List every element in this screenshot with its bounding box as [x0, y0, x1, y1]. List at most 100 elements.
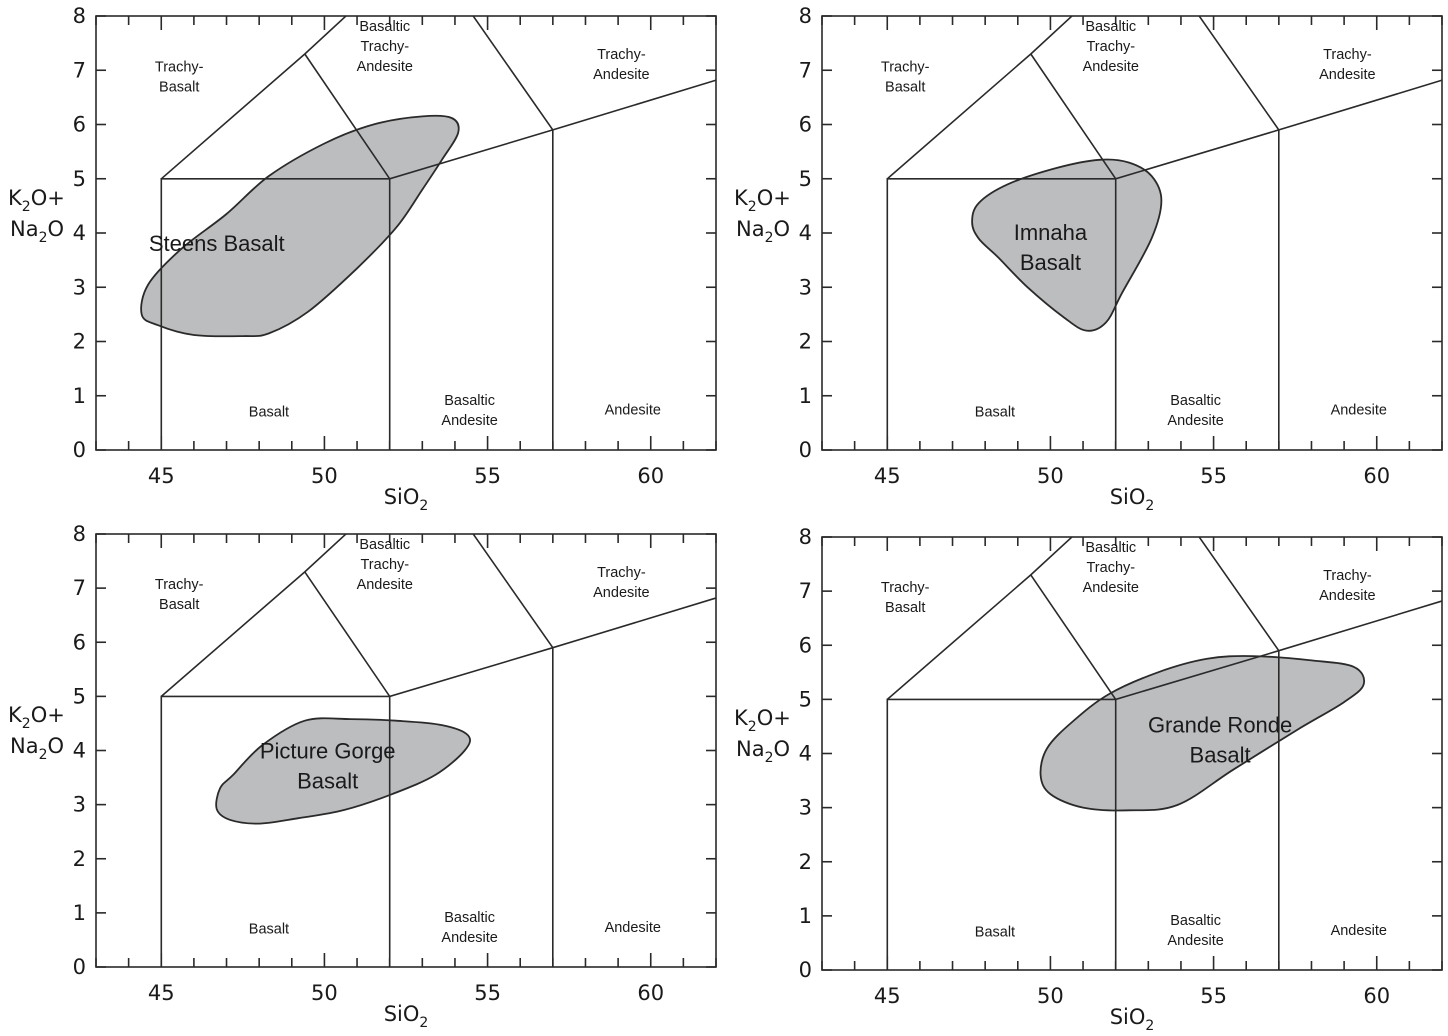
x-axis-label: SiO2	[1110, 485, 1155, 514]
y-tick-label: 0	[799, 958, 812, 982]
field-label-trachy-basalt: Trachy-Basalt	[881, 580, 930, 616]
tas-boundary-line	[1030, 53, 1442, 180]
y-tick-label: 3	[799, 796, 812, 820]
field-label-basaltic-trachy-andesite: Basaltic Trachy-Andesite	[357, 537, 413, 593]
series-label: Steens Basalt	[149, 231, 285, 256]
field-label-basaltic-andesite: Basaltic Andesite	[1167, 913, 1223, 949]
x-axis-label: SiO2	[1110, 1005, 1155, 1034]
y-tick-label: 0	[73, 955, 86, 979]
tas-boundary-line	[886, 178, 1117, 450]
tas-boundary-line	[1030, 574, 1442, 701]
y-tick-label: 4	[799, 221, 812, 245]
x-tick-label: 45	[148, 981, 175, 1005]
x-tick-label: 60	[1363, 464, 1390, 488]
y-tick-label: 8	[73, 522, 86, 546]
y-axis-label: Na2O	[10, 217, 64, 246]
y-tick-label: 6	[73, 113, 86, 137]
y-tick-label: 4	[799, 742, 812, 766]
y-tick-label: 3	[799, 275, 812, 299]
y-axis-label: Na2O	[736, 737, 790, 766]
tas-boundary-line	[472, 534, 554, 649]
y-tick-label: 6	[73, 630, 86, 654]
y-tick-label: 2	[73, 847, 86, 871]
field-outline-steens-basalt	[140, 114, 460, 338]
y-tick-label: 8	[799, 525, 812, 549]
field-label-trachy-andesite: Trachy-Andesite	[1319, 47, 1375, 83]
y-tick-label: 1	[799, 384, 812, 408]
y-tick-label: 3	[73, 275, 86, 299]
y-tick-label: 1	[73, 901, 86, 925]
y-tick-label: 5	[799, 167, 812, 191]
y-tick-label: 7	[799, 58, 812, 82]
field-label-basaltic-trachy-andesite: Basaltic Trachy-Andesite	[1083, 540, 1139, 596]
y-tick-label: 7	[799, 579, 812, 603]
field-label-andesite: Andesite	[605, 403, 661, 419]
field-outline-imnaha-basalt	[971, 158, 1163, 332]
field-label-andesite: Andesite	[605, 920, 661, 936]
y-axis-label: K2O+	[734, 706, 791, 735]
y-tick-label: 4	[73, 221, 86, 245]
y-tick-label: 1	[73, 384, 86, 408]
tas-boundary-line	[1198, 537, 1280, 652]
y-tick-label: 6	[799, 113, 812, 137]
series-label: Grande Ronde Basalt	[1148, 713, 1292, 768]
y-tick-label: 1	[799, 904, 812, 928]
x-tick-label: 45	[874, 464, 901, 488]
field-label-basaltic-andesite: Basaltic Andesite	[441, 393, 497, 429]
field-label-andesite: Andesite	[1331, 403, 1387, 419]
tas-boundary-line	[304, 571, 716, 698]
x-tick-label: 55	[474, 981, 501, 1005]
x-tick-label: 50	[1037, 464, 1064, 488]
y-tick-label: 2	[799, 850, 812, 874]
series-label: Imnaha Basalt	[1014, 220, 1088, 275]
y-tick-label: 8	[799, 4, 812, 28]
y-axis-label: K2O+	[734, 186, 791, 215]
y-tick-label: 4	[73, 739, 86, 763]
y-axis-label: Na2O	[10, 734, 64, 763]
y-axis-label: Na2O	[736, 217, 790, 246]
x-tick-label: 60	[1363, 984, 1390, 1008]
y-tick-label: 0	[799, 438, 812, 462]
field-label-basaltic-trachy-andesite: Basaltic Trachy-Andesite	[1083, 19, 1139, 75]
y-axis-label: K2O+	[8, 186, 65, 215]
tas-boundary-line	[886, 698, 1117, 970]
field-label-trachy-andesite: Trachy-Andesite	[593, 565, 649, 601]
y-tick-label: 5	[73, 167, 86, 191]
x-tick-label: 60	[637, 464, 664, 488]
x-tick-label: 45	[148, 464, 175, 488]
tas-boundary-line	[160, 695, 391, 967]
x-tick-label: 55	[1200, 984, 1227, 1008]
tas-boundary-line	[472, 16, 554, 131]
field-outline-grande-ronde-basalt	[1039, 655, 1365, 812]
x-tick-label: 50	[1037, 984, 1064, 1008]
x-axis-label: SiO2	[384, 485, 429, 514]
x-tick-label: 50	[311, 981, 338, 1005]
tas-boundary-line	[304, 53, 716, 180]
field-label-andesite: Andesite	[1331, 923, 1387, 939]
y-tick-label: 2	[799, 330, 812, 354]
field-label-basaltic-andesite: Basaltic Andesite	[441, 910, 497, 946]
x-tick-label: 55	[1200, 464, 1227, 488]
y-tick-label: 6	[799, 633, 812, 657]
y-tick-label: 7	[73, 58, 86, 82]
y-tick-label: 0	[73, 438, 86, 462]
y-tick-label: 5	[799, 687, 812, 711]
field-label-trachy-basalt: Trachy-Basalt	[155, 59, 204, 95]
field-label-trachy-basalt: Trachy-Basalt	[155, 577, 204, 613]
x-tick-label: 60	[637, 981, 664, 1005]
series-label: Picture Gorge Basalt	[260, 739, 396, 794]
field-label-basalt: Basalt	[249, 921, 289, 937]
field-label-trachy-andesite: Trachy-Andesite	[1319, 568, 1375, 604]
y-tick-label: 2	[73, 330, 86, 354]
field-outline-picture-gorge-basalt	[215, 717, 471, 825]
field-label-basaltic-trachy-andesite: Basaltic Trachy-Andesite	[357, 19, 413, 75]
x-tick-label: 55	[474, 464, 501, 488]
tas-boundary-line	[160, 178, 391, 450]
y-tick-label: 7	[73, 576, 86, 600]
field-label-basalt: Basalt	[975, 924, 1015, 940]
x-axis-label: SiO2	[384, 1002, 429, 1031]
y-tick-label: 3	[73, 793, 86, 817]
